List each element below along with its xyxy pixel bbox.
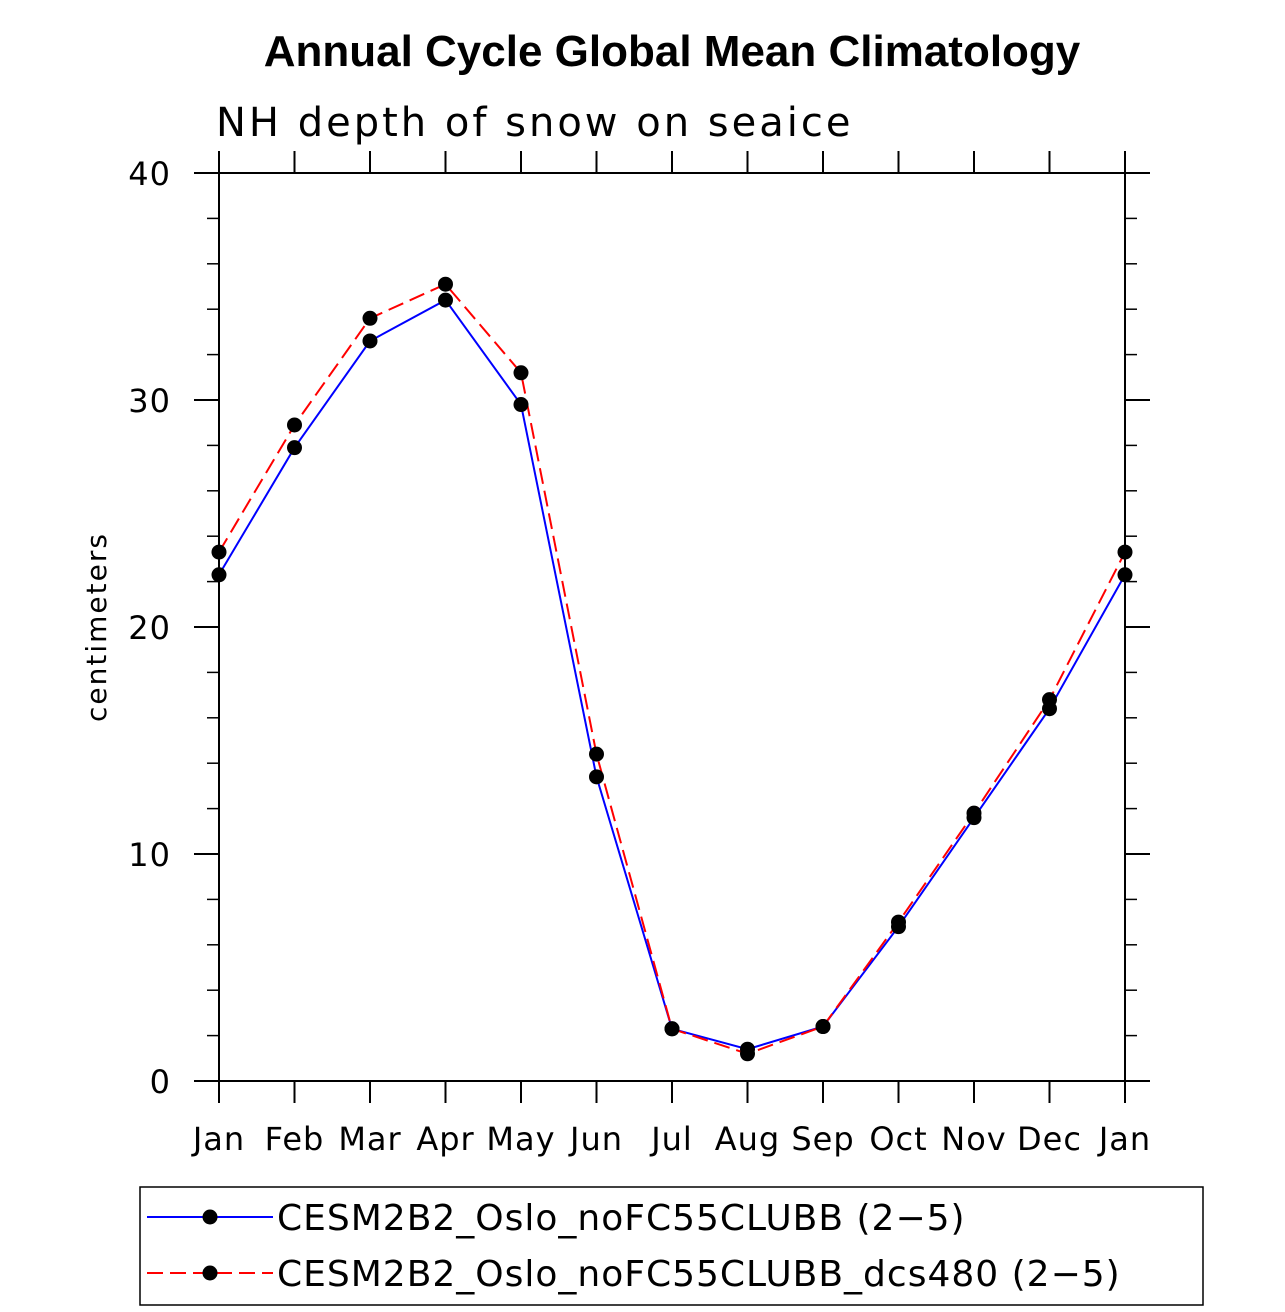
x-tick-label: May	[486, 1120, 555, 1158]
series-1-point	[513, 397, 529, 413]
series-2-point	[815, 1019, 831, 1035]
x-tick-label: Aug	[715, 1120, 780, 1158]
chart-title: Annual Cycle Global Mean Climatology	[264, 27, 1081, 76]
x-tick-label: Jan	[1097, 1120, 1151, 1158]
x-tick-label: Sep	[791, 1120, 854, 1158]
x-tick-label: Oct	[869, 1120, 927, 1158]
series-2-point	[1042, 692, 1057, 708]
x-axis-ticks: Jan Feb Mar Apr May Jun Jul Aug Sep Oct Nov Dec Jan	[191, 151, 1151, 1158]
series-2-point	[966, 805, 982, 821]
x-tick-label: Apr	[416, 1120, 474, 1158]
legend: CESM2B2_Oslo_noFC55CLUBB (2−5) CESM2B2_Os…	[139, 1186, 1204, 1306]
x-tick-label: Feb	[265, 1120, 325, 1158]
series-2-point	[513, 365, 529, 381]
x-tick-label: Jan	[191, 1120, 245, 1158]
series-1-point	[211, 567, 227, 583]
series-layer	[211, 276, 1133, 1062]
x-tick-label: Jun	[568, 1120, 623, 1158]
legend-marker-2	[202, 1265, 218, 1281]
legend-label-1: CESM2B2_Oslo_noFC55CLUBB (2−5)	[277, 1198, 966, 1239]
x-tick-label: Jul	[649, 1120, 693, 1158]
y-tick-label: 30	[128, 382, 171, 420]
series-1-point	[1117, 567, 1133, 583]
y-tick-label: 0	[150, 1063, 171, 1101]
x-tick-label: Nov	[941, 1120, 1006, 1158]
series-2-point	[1117, 544, 1133, 560]
y-tick-label: 10	[128, 836, 171, 874]
series-1-line	[218, 298, 1126, 1051]
series-2-point	[664, 1021, 680, 1037]
chart-subtitle: NH depth of snow on seaice	[216, 100, 853, 146]
series-2-point	[211, 544, 227, 560]
x-tick-label: Mar	[338, 1120, 401, 1158]
y-tick-label: 20	[128, 609, 171, 647]
series-2-point	[891, 914, 906, 930]
series-1-point	[438, 292, 453, 308]
x-tick-label: Dec	[1017, 1120, 1082, 1158]
series-2-point	[740, 1046, 755, 1062]
series-2-line	[218, 282, 1126, 1055]
series-2-point	[589, 746, 604, 762]
plot-frame	[218, 172, 1126, 1082]
legend-label-2: CESM2B2_Oslo_noFC55CLUBB_dcs480 (2−5)	[277, 1254, 1121, 1295]
y-axis-label: centimeters	[80, 532, 113, 722]
legend-box	[139, 1186, 1204, 1306]
legend-marker-1	[202, 1209, 218, 1225]
series-1-point	[589, 769, 604, 785]
series-2-point	[287, 417, 302, 433]
series-1-point	[362, 333, 378, 349]
series-1-point	[287, 440, 302, 456]
series-2-point	[362, 310, 378, 326]
y-tick-label: 40	[128, 155, 171, 193]
y-axis-ticks: 0 10 20 30 40	[128, 155, 1150, 1101]
series-2-point	[438, 276, 453, 292]
